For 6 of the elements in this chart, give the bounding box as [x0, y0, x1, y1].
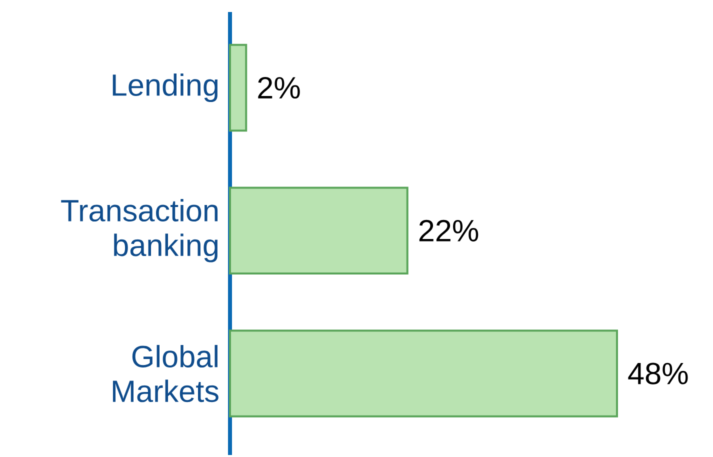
- y-tick-label: Lending: [112, 73, 218, 102]
- data-label: 22%: [419, 220, 478, 242]
- data-label: 48%: [628, 362, 688, 384]
- data-label: 2%: [258, 76, 300, 99]
- y-tick-label: Global Markets: [112, 344, 218, 402]
- y-tick-label: Transaction banking: [61, 199, 218, 262]
